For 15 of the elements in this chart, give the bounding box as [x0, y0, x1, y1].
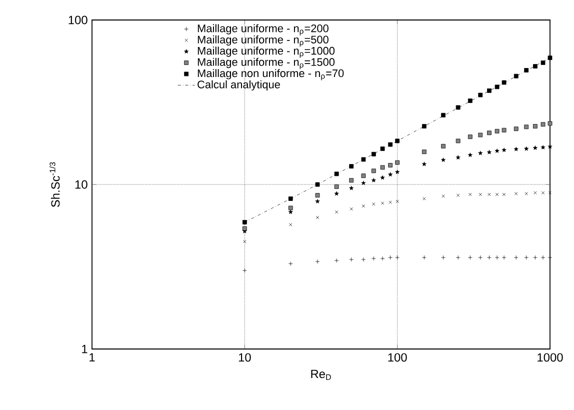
legend-label: Maillage uniforme - n$_{ρ}$=1000	[198, 46, 335, 58]
x-tick-label: 1	[90, 353, 95, 362]
y-axis-title: Sh.Sc$^{-1/3}$	[49, 162, 60, 208]
x-tick-label: 100	[388, 353, 407, 362]
legend-label: Maillage uniforme - n$_{ρ}$=1500	[198, 58, 335, 70]
legend-label: Maillage uniforme - n$_{ρ}$=500	[198, 35, 328, 47]
x-tick-label: 10	[238, 353, 251, 362]
legend-label: Calcul analytique	[198, 80, 280, 91]
x-tick-label: 1000	[538, 353, 563, 362]
y-tick-label: 100	[68, 16, 88, 24]
legend-label: Maillage uniforme - n$_{ρ}$=200	[198, 24, 328, 36]
legend-label: Maillage non uniforme - n$_{ρ}$=70	[198, 69, 344, 80]
x-axis-title: Re$_{D}$	[311, 370, 331, 380]
y-tick-label: 10	[75, 180, 88, 189]
y-tick-label: 1	[82, 344, 88, 354]
